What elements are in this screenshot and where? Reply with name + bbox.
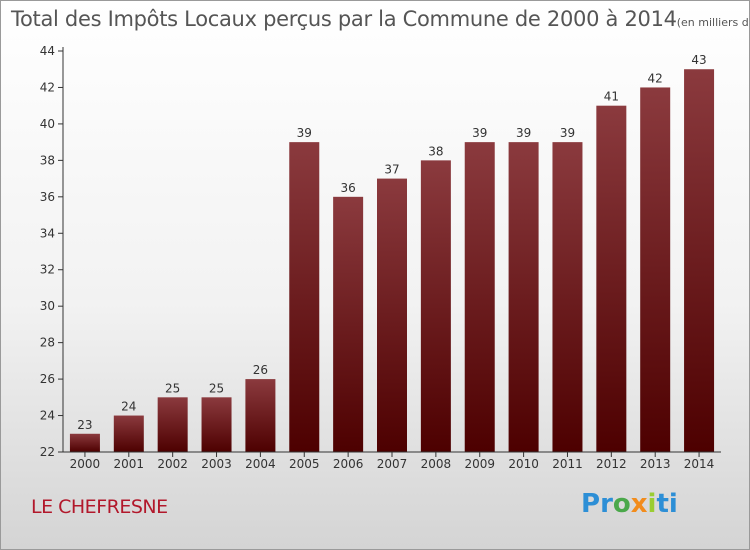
x-tick-label: 2000 bbox=[70, 457, 101, 471]
y-tick-label: 30 bbox=[40, 299, 55, 313]
x-tick-label: 2007 bbox=[377, 457, 408, 471]
x-tick-label: 2001 bbox=[114, 457, 145, 471]
bar bbox=[684, 69, 715, 453]
bar-value-label: 26 bbox=[253, 363, 268, 377]
bar bbox=[157, 397, 188, 452]
bar bbox=[377, 178, 407, 452]
bar-value-label: 42 bbox=[648, 71, 663, 85]
unit-label: (en milliers d'€) bbox=[676, 16, 749, 29]
x-tick-label: 2006 bbox=[333, 457, 364, 471]
proxiti-logo[interactable]: Proxiti bbox=[581, 489, 678, 519]
x-tick-label: 2002 bbox=[157, 457, 188, 471]
x-tick-label: 2003 bbox=[201, 457, 232, 471]
y-tick-label: 42 bbox=[40, 80, 55, 94]
bar-value-label: 24 bbox=[121, 400, 136, 414]
bar-value-label: 41 bbox=[604, 90, 619, 104]
x-tick-label: 2008 bbox=[421, 457, 452, 471]
x-tick-label: 2014 bbox=[684, 457, 715, 471]
bar bbox=[69, 433, 100, 452]
bar bbox=[640, 87, 671, 453]
x-tick-label: 2013 bbox=[640, 457, 671, 471]
y-tick-label: 40 bbox=[40, 117, 55, 131]
logo-letter: r bbox=[600, 489, 613, 519]
bar bbox=[420, 160, 451, 452]
y-tick-label: 24 bbox=[40, 409, 55, 423]
bar-value-label: 38 bbox=[428, 144, 443, 158]
y-tick-label: 34 bbox=[40, 226, 55, 240]
commune-name: LE CHEFRESNE bbox=[31, 496, 168, 518]
bar bbox=[333, 196, 364, 452]
bar-value-label: 25 bbox=[165, 381, 180, 395]
bar bbox=[201, 397, 232, 452]
logo-letter: x bbox=[630, 489, 648, 519]
bar bbox=[596, 105, 627, 452]
chart-title: Total des Impôts Locaux perçus par la Co… bbox=[11, 7, 749, 31]
bar-value-label: 43 bbox=[691, 53, 706, 67]
bar bbox=[552, 142, 583, 453]
bar bbox=[508, 142, 539, 453]
x-tick-label: 2010 bbox=[508, 457, 539, 471]
bar-value-label: 37 bbox=[384, 163, 399, 177]
logo-letter: ti bbox=[656, 489, 678, 519]
bar bbox=[113, 415, 144, 452]
y-tick-label: 28 bbox=[40, 336, 55, 350]
bar-value-label: 39 bbox=[560, 126, 575, 140]
x-tick-label: 2011 bbox=[552, 457, 583, 471]
y-tick-label: 38 bbox=[40, 153, 55, 167]
x-tick-label: 2005 bbox=[289, 457, 320, 471]
y-tick-label: 32 bbox=[40, 263, 55, 277]
x-tick-label: 2004 bbox=[245, 457, 276, 471]
bar bbox=[245, 379, 276, 452]
bar-value-label: 39 bbox=[472, 126, 487, 140]
logo-letter: P bbox=[581, 489, 601, 519]
bar-value-label: 39 bbox=[516, 126, 531, 140]
bar-value-label: 25 bbox=[209, 381, 224, 395]
bar-value-label: 36 bbox=[340, 181, 355, 195]
y-tick-label: 36 bbox=[40, 190, 55, 204]
logo-letter: i bbox=[647, 489, 657, 519]
logo-letter: o bbox=[612, 489, 631, 519]
y-tick-label: 26 bbox=[40, 372, 55, 386]
y-tick-label: 44 bbox=[40, 44, 55, 58]
title-text: Total des Impôts Locaux perçus par la Co… bbox=[11, 7, 677, 31]
bar-value-label: 23 bbox=[77, 418, 92, 432]
x-tick-label: 2009 bbox=[464, 457, 495, 471]
bar bbox=[464, 142, 495, 453]
y-tick-label: 22 bbox=[40, 445, 55, 459]
x-tick-label: 2012 bbox=[596, 457, 627, 471]
bar bbox=[289, 142, 320, 453]
bar-value-label: 39 bbox=[297, 126, 312, 140]
